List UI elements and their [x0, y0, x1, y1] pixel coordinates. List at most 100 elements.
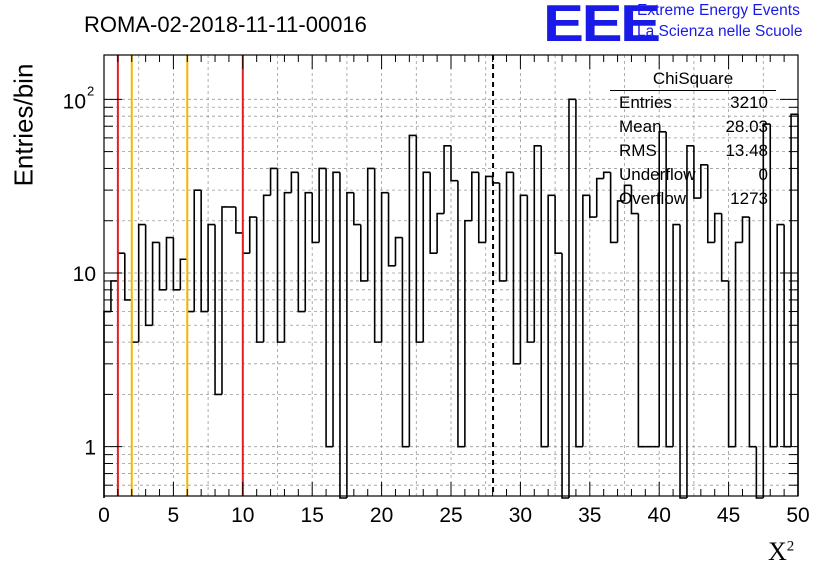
histogram-bin	[283, 191, 292, 343]
histogram-bin	[117, 252, 125, 281]
histogram-bin	[547, 194, 556, 447]
stats-value: 3210	[730, 93, 768, 112]
histogram-bin	[533, 145, 542, 343]
histogram-bin	[110, 280, 118, 312]
histogram-bin	[630, 185, 639, 215]
y-axis-label-text: Entries/bin	[8, 63, 39, 187]
histogram-bin	[103, 310, 111, 498]
histogram-bin	[339, 172, 347, 499]
histogram-bin	[242, 232, 250, 255]
y-tick-label: 1	[84, 437, 96, 460]
histogram-bin	[269, 167, 278, 196]
histogram-bin	[130, 299, 139, 343]
reference-lines	[116, 55, 495, 496]
histogram-bin	[193, 189, 202, 312]
x-axis-label: X2	[768, 537, 794, 567]
histogram-bin	[366, 167, 375, 281]
logo-line-2: La Scienza nelle Scuole	[637, 23, 803, 40]
logo-line-1: Extreme Energy Events	[637, 2, 800, 19]
histogram-bin	[401, 237, 410, 448]
histogram-bin	[408, 134, 417, 447]
histogram-bin	[519, 194, 528, 364]
stats-row-rms: RMS 13.48	[610, 139, 778, 163]
histogram-bin	[415, 135, 424, 343]
histogram-bin	[471, 171, 479, 221]
x-axis-ticks: 0 5 10 15 20 25 30 35 40 45 50	[98, 55, 810, 527]
histogram-bin	[248, 216, 257, 254]
histogram-bin	[595, 177, 604, 218]
stats-box: ChiSquare Entries 3210 Mean 28.03 RMS 13…	[610, 68, 778, 211]
x-tick-label: 25	[439, 504, 462, 527]
histogram-bin	[748, 217, 757, 448]
y-tick-label-exponent: 2	[87, 83, 94, 98]
histogram-bin	[151, 241, 160, 326]
histogram-bin	[505, 171, 514, 281]
histogram-bin	[255, 217, 264, 343]
histogram-bin	[589, 195, 597, 218]
histogram-bin	[165, 236, 174, 290]
histogram-bin	[311, 192, 320, 244]
histogram-bin	[457, 180, 465, 448]
histogram-bin	[741, 216, 750, 243]
histogram-bin	[665, 131, 674, 448]
histogram-bin	[373, 168, 382, 343]
histogram-bin	[616, 200, 625, 243]
stats-label: Underflow	[619, 165, 696, 184]
histogram-bin	[484, 175, 493, 243]
x-tick-label: 50	[786, 504, 809, 527]
y-tick-label: 10	[63, 90, 86, 113]
stats-label: Overflow	[619, 189, 687, 208]
histogram-bin	[700, 163, 708, 199]
histogram-bin	[623, 184, 632, 201]
histogram-bin	[436, 212, 445, 254]
histogram-bin	[582, 194, 590, 447]
histogram-bin	[679, 224, 687, 499]
histogram-bin	[186, 259, 195, 313]
x-tick-label: 45	[717, 504, 740, 527]
x-tick-label: 5	[168, 504, 180, 527]
histogram-bin	[318, 167, 327, 243]
y-axis-label: Entries/bin	[4, 60, 44, 190]
x-axis-label-base: X	[768, 537, 787, 566]
stats-label: RMS	[619, 141, 657, 160]
histogram-bin	[443, 145, 451, 214]
histogram-bin	[332, 171, 340, 447]
histogram-bin	[124, 253, 132, 301]
histogram-bin	[422, 171, 431, 343]
histogram-bin	[214, 224, 222, 396]
histogram-bin	[359, 224, 368, 282]
histogram-bin	[346, 191, 354, 498]
histogram-bin	[276, 168, 285, 343]
histogram-bin	[637, 213, 646, 448]
histogram-bin	[200, 190, 209, 313]
histogram-bin	[262, 194, 271, 343]
histogram-bin	[693, 145, 701, 199]
histogram-bin	[380, 191, 389, 343]
histogram-bin	[769, 124, 778, 448]
run-title: ROMA-02-2018-11-11-00016	[84, 12, 367, 37]
stats-row-mean: Mean 28.03	[610, 115, 778, 139]
stats-value: 1273	[730, 189, 768, 208]
histogram-bin	[609, 172, 618, 244]
histogram-bin	[158, 242, 167, 291]
histogram-bin	[179, 258, 188, 290]
stats-title: ChiSquare	[610, 68, 776, 91]
x-tick-label: 40	[648, 504, 671, 527]
histogram-bin	[394, 236, 403, 266]
x-tick-label: 0	[98, 504, 110, 527]
histogram-bin	[755, 446, 764, 499]
histogram-bin	[235, 206, 243, 234]
histogram-bin	[762, 123, 771, 498]
stats-row-underflow: Underflow 0	[610, 163, 778, 187]
histogram-bin	[568, 98, 576, 498]
stats-value: 13.48	[725, 141, 768, 160]
x-axis-label-superscript: 2	[786, 538, 795, 555]
eee-logo: EEE	[543, 0, 661, 53]
histogram-bin	[498, 182, 507, 282]
x-tick-label: 35	[578, 504, 601, 527]
histogram-bin	[387, 192, 396, 267]
stats-row-overflow: Overflow 1273	[610, 187, 778, 211]
histogram-bin	[325, 168, 334, 448]
histogram-bin	[221, 206, 229, 395]
